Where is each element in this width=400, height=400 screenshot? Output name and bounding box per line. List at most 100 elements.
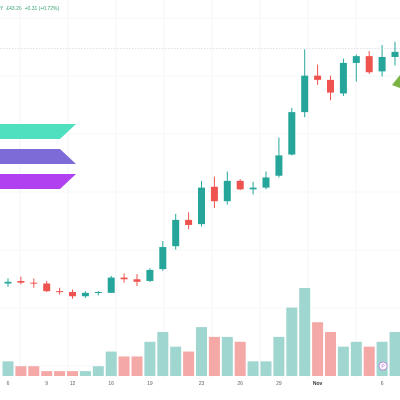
candle (391, 41, 399, 66)
x-tick-label: 6 (7, 381, 10, 387)
candle-body (172, 219, 180, 247)
volume-bar (208, 336, 220, 376)
chart-overlay: P (0, 48, 400, 371)
power-marker-icon (378, 361, 388, 371)
volume-bar (273, 336, 285, 376)
volume-bar (389, 332, 400, 376)
candle-body (107, 277, 115, 293)
volume-bar (247, 361, 259, 376)
candle-body (262, 177, 270, 188)
candle (262, 171, 270, 190)
volume-bar (118, 356, 130, 376)
x-axis: 69121619232629Nov69 (7, 381, 384, 387)
volume-bar (28, 366, 40, 376)
candle (172, 213, 180, 250)
volume-bar (337, 346, 349, 376)
volume-bar (350, 341, 362, 376)
candle (327, 75, 334, 101)
volume-bar (157, 332, 169, 376)
volume-bar (286, 307, 298, 376)
candle-body (352, 56, 360, 63)
candle (210, 176, 218, 208)
candle (288, 107, 296, 156)
candle (352, 54, 360, 82)
candle (30, 278, 38, 288)
volume-bar (54, 371, 66, 376)
volume-bars (2, 288, 400, 376)
candle (69, 289, 76, 299)
candle (185, 212, 193, 230)
x-tick-label: 6 (381, 381, 384, 387)
volume-bar (221, 336, 233, 376)
candle-body (43, 283, 51, 292)
volume-bar (260, 361, 272, 376)
candle-body (159, 247, 167, 270)
power-marker-label: P (381, 364, 385, 370)
volume-bar (105, 351, 117, 376)
candle-body (120, 277, 128, 280)
candle-body (185, 219, 193, 225)
candle-body (378, 56, 386, 72)
volume-bar (15, 366, 27, 376)
x-tick-label: 26 (237, 381, 243, 387)
candle (301, 49, 309, 118)
candle (94, 291, 102, 296)
candle (120, 273, 128, 283)
volume-bar (41, 371, 53, 376)
candle (378, 45, 386, 77)
solana-logo-icon (0, 124, 76, 189)
candle-body (133, 279, 141, 282)
volume-bar (79, 371, 91, 376)
candle-body (4, 281, 12, 284)
candle (107, 275, 115, 293)
x-tick-label: 9 (45, 381, 48, 387)
candle (275, 137, 283, 178)
candle-body (339, 62, 347, 94)
candle (133, 274, 141, 287)
logo-bar (0, 149, 76, 164)
candles (4, 41, 399, 299)
candle (198, 180, 205, 227)
candle-body (146, 269, 154, 281)
logo-bar (0, 174, 76, 189)
volume-bar (67, 371, 78, 376)
candle (4, 278, 12, 287)
candle-body (249, 187, 257, 190)
candle-body (327, 79, 334, 93)
candle-body (30, 282, 38, 284)
volume-bar (376, 341, 388, 376)
candle-body (275, 155, 283, 176)
trend-arrow-icon (392, 75, 400, 88)
volume-bar (196, 327, 207, 376)
candle-body (56, 291, 64, 293)
x-tick-label: 12 (70, 381, 76, 387)
candle-body (301, 75, 309, 113)
candle-body (391, 51, 399, 57)
candle-body (198, 187, 205, 225)
volume-bar (234, 341, 246, 376)
candle-body (365, 56, 373, 73)
candle-body (236, 180, 244, 190)
x-tick-label: 29 (276, 381, 282, 387)
volume-bar (144, 341, 156, 376)
volume-bar (299, 288, 311, 376)
candle-body (94, 292, 102, 293)
candle (17, 276, 25, 285)
candle-body (210, 186, 218, 202)
volume-bar (131, 356, 143, 376)
price-header: Y £43.26 +0.31 (+0.72%) (0, 6, 62, 12)
volume-bar (312, 322, 324, 376)
volume-bar (2, 361, 14, 376)
x-tick-label: Nov (313, 381, 323, 387)
volume-bar (325, 332, 336, 376)
candle-body (81, 292, 89, 297)
x-tick-label: 19 (147, 381, 153, 387)
candle-body (223, 180, 231, 202)
candle (314, 64, 322, 85)
candle-body (288, 112, 296, 155)
candle (249, 181, 257, 195)
price-change: +0.31 (+0.72%) (24, 6, 60, 12)
volume-bar (92, 366, 104, 376)
